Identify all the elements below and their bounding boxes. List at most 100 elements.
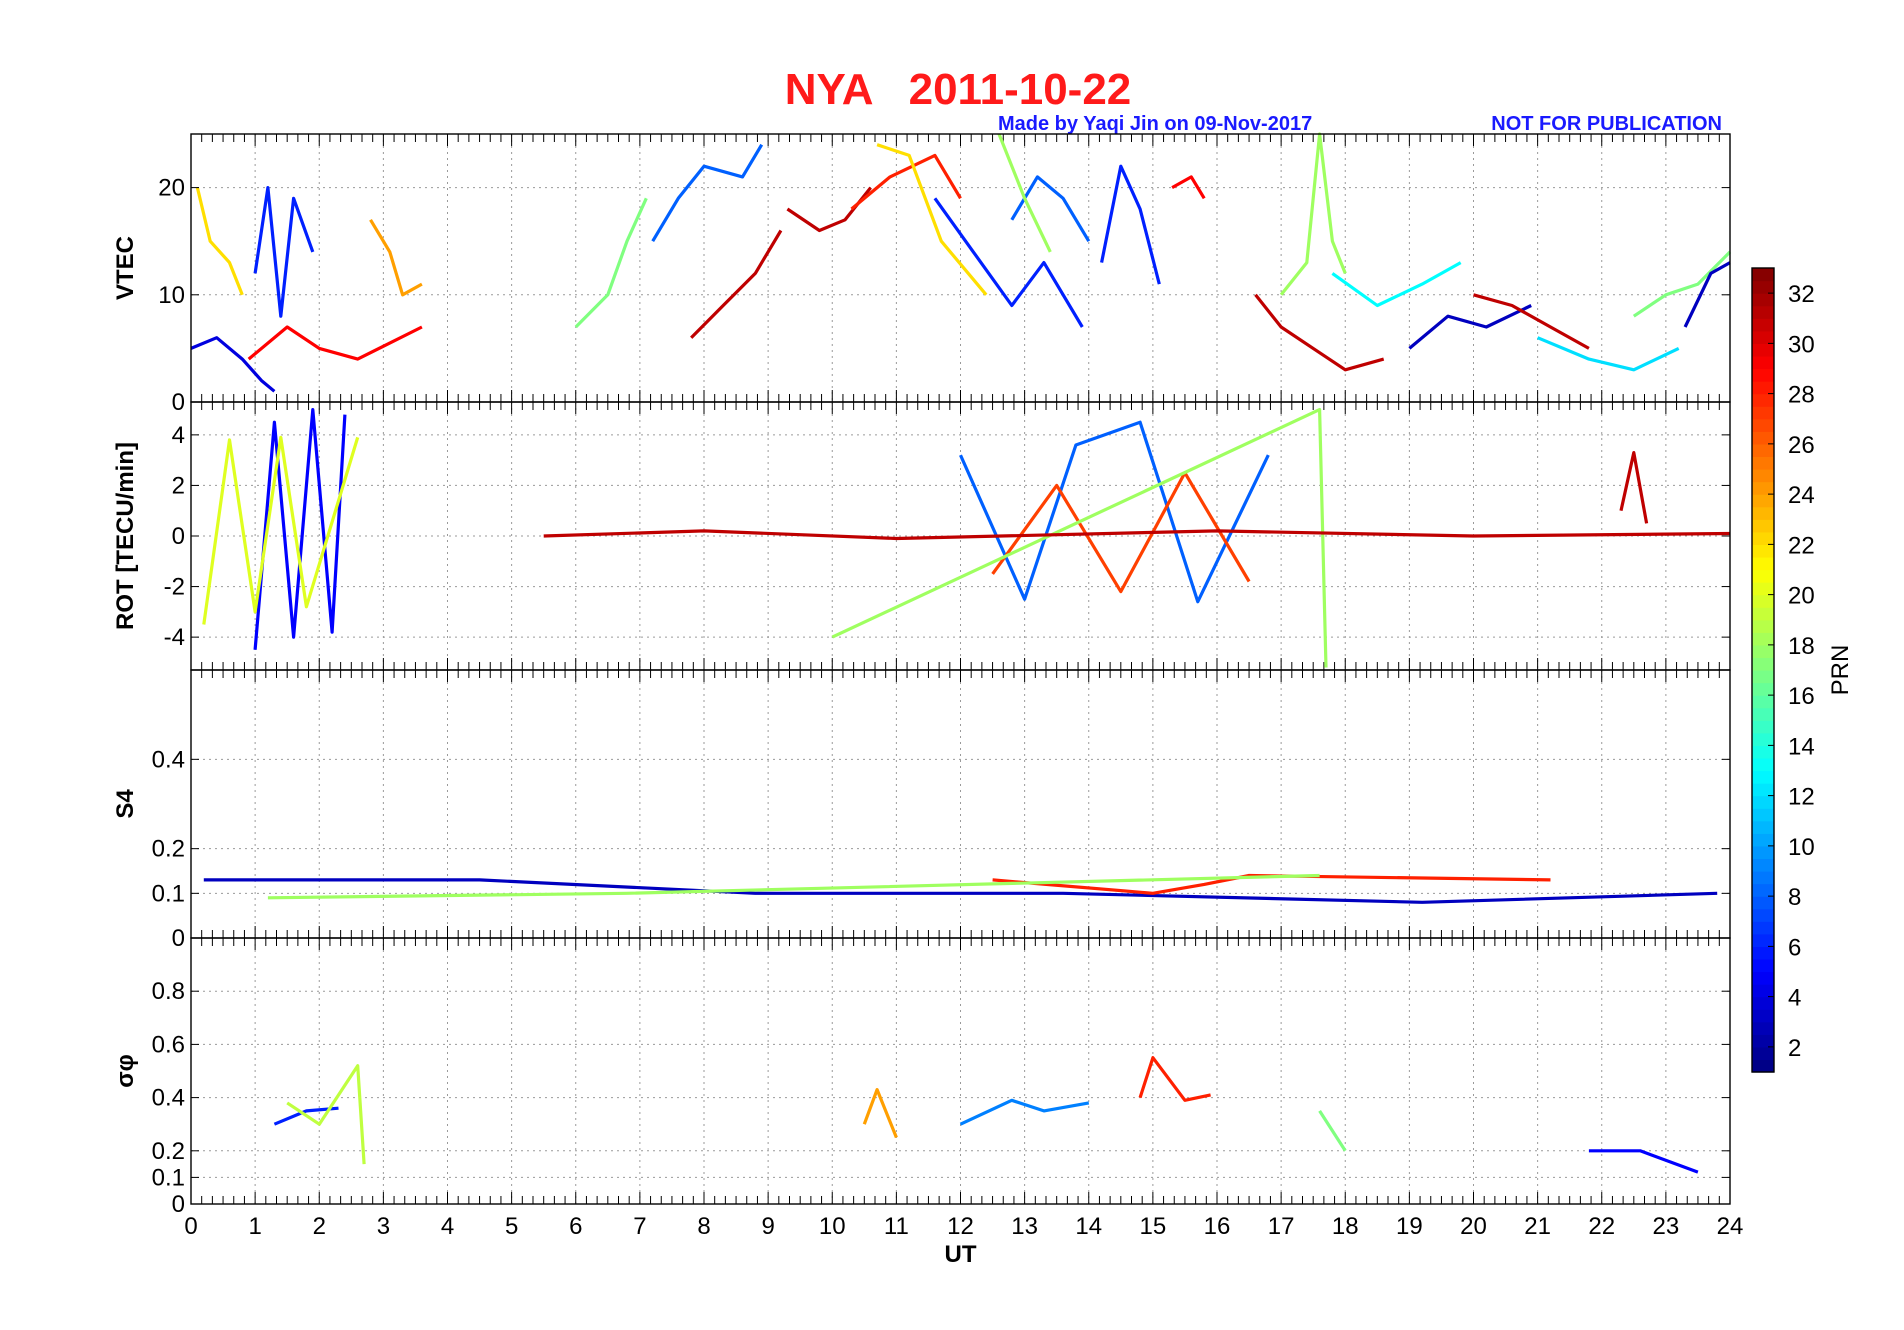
series-line-prn-31 (1473, 293, 1590, 350)
colorbar-tick-label: 22 (1788, 532, 1815, 559)
series-line-prn-31 (1619, 451, 1649, 524)
series-line-prn-6 (253, 186, 315, 318)
x-tick-label: 7 (633, 1213, 646, 1240)
colorbar-segment (1752, 1046, 1774, 1061)
credit-text: Made by Yaqi Jin on 09-Nov-2017 (998, 113, 1312, 135)
colorbar-segment (1752, 619, 1774, 633)
series-line-prn-18 (267, 873, 1320, 900)
colorbar-tick-label: 4 (1788, 985, 1801, 1012)
colorbar-segment (1752, 770, 1774, 784)
colorbar-segment (1752, 883, 1774, 897)
colorbar-segment (1752, 845, 1774, 860)
y-tick-label: 4 (172, 422, 185, 449)
colorbar-segment (1752, 820, 1774, 834)
series-line-prn-22 (195, 187, 244, 296)
x-tick-label: 18 (1332, 1213, 1359, 1240)
series-line-prn-31 (786, 186, 872, 233)
series-line-prn-24 (862, 1087, 898, 1139)
plot-frame (190, 937, 1731, 1205)
panel-2: -4 -2 0 2 4 ROT [TECU/min] (112, 401, 1731, 671)
y-tick-label: 0.2 (152, 1138, 185, 1165)
series-line-prn-8 (1010, 175, 1091, 243)
colorbar-segment (1752, 556, 1774, 571)
y-tick-label: 20 (158, 175, 185, 202)
x-tick-label: 12 (947, 1213, 974, 1240)
x-tick-label: 24 (1717, 1213, 1744, 1240)
y-tick-label: 0 (172, 925, 185, 952)
colorbar-segment (1752, 808, 1774, 822)
colorbar-segment (1752, 644, 1774, 659)
x-tick-label: 17 (1268, 1213, 1295, 1240)
series-line-prn-27 (991, 471, 1251, 594)
colorbar-segment (1752, 355, 1774, 370)
notice-text: NOT FOR PUBLICATION (1491, 113, 1722, 135)
colorbar-segment (1752, 908, 1774, 922)
y-axis-label: σφ (112, 1054, 139, 1088)
colorbar-segment (1752, 1034, 1774, 1048)
colorbar-segment (1752, 933, 1774, 947)
colorbar-segment (1752, 757, 1774, 772)
colorbar-segment (1752, 682, 1774, 696)
x-tick-label: 15 (1140, 1213, 1167, 1240)
x-tick-label: 20 (1460, 1213, 1487, 1240)
colorbar-segment (1752, 481, 1774, 495)
colorbar-tick-label: 2 (1788, 1035, 1801, 1062)
series-line-prn-8 (959, 420, 1270, 604)
series-line-prn-3 (203, 878, 1718, 904)
colorbar-segment (1752, 305, 1774, 319)
series-line-prn-18 (997, 133, 1052, 253)
series-line-prn-6 (933, 197, 1084, 328)
colorbar-segment (1752, 318, 1774, 332)
colorbar-segment (1752, 996, 1774, 1010)
colorbar-segment (1752, 519, 1774, 533)
y-tick-label: 0.1 (152, 1164, 185, 1191)
colorbar-segment (1752, 431, 1774, 445)
colorbar-segment (1752, 569, 1774, 583)
x-tick-label: 3 (377, 1213, 390, 1240)
x-tick-label: 22 (1588, 1213, 1615, 1240)
colorbar-segment (1752, 343, 1774, 357)
series-line-prn-31 (1254, 293, 1385, 372)
colorbar-segment (1752, 657, 1774, 671)
series-line-prn-29 (1171, 175, 1206, 200)
colorbar-tick-label: 26 (1788, 432, 1815, 459)
colorbar-tick-label: 20 (1788, 583, 1815, 610)
colorbar-segment (1752, 1021, 1774, 1035)
series-line-prn-18 (1279, 132, 1347, 296)
colorbar-segment (1752, 958, 1774, 973)
colorbar-segment (1752, 695, 1774, 709)
x-tick-label: 4 (441, 1213, 454, 1240)
colorbar-segment (1752, 946, 1774, 960)
series-line-prn-12 (1536, 336, 1680, 372)
panel-3: 0 0.1 0.2 0.4 S4 (112, 669, 1731, 952)
colorbar-tick-label: 30 (1788, 331, 1815, 358)
y-tick-label: 0 (172, 523, 185, 550)
x-tick-label: 13 (1011, 1213, 1038, 1240)
chart-title: NYA 2011-10-22 (785, 65, 1132, 114)
colorbar-segment (1752, 1059, 1774, 1073)
series-line-prn-5 (1588, 1149, 1699, 1174)
series-line-prn-17 (1632, 250, 1732, 318)
series-line-prn-3 (1408, 304, 1532, 350)
series-line-prn-13 (1331, 261, 1462, 308)
series-line-prn-5 (253, 408, 347, 650)
series-line-prn-28 (850, 153, 962, 211)
colorbar-segment (1752, 732, 1774, 746)
x-axis-label: UT (945, 1241, 977, 1268)
colorbar-segment (1752, 720, 1774, 734)
series-line-prn-17 (574, 197, 648, 329)
colorbar-segment (1752, 418, 1774, 432)
colorbar-tick-label: 10 (1788, 834, 1815, 861)
series-line-prn-17 (1318, 1110, 1347, 1152)
colorbar-tick-label: 14 (1788, 733, 1815, 760)
y-axis-label: S4 (112, 789, 139, 819)
series-line-prn-18 (831, 408, 1328, 668)
x-tick-label: 5 (505, 1213, 518, 1240)
colorbar-tick-label: 6 (1788, 934, 1801, 961)
series-line-prn-28 (1138, 1056, 1211, 1102)
colorbar-segment (1752, 268, 1774, 282)
colorbar-segment (1752, 896, 1774, 910)
series-line-prn-29 (247, 325, 423, 361)
